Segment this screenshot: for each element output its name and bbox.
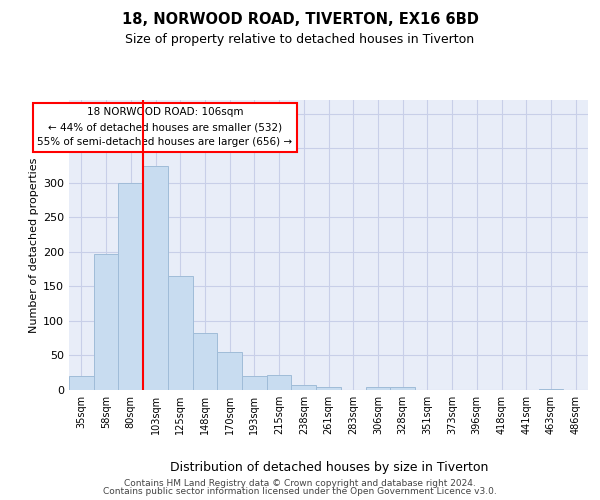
Y-axis label: Number of detached properties: Number of detached properties bbox=[29, 158, 39, 332]
Text: 18 NORWOOD ROAD: 106sqm
← 44% of detached houses are smaller (532)
55% of semi-d: 18 NORWOOD ROAD: 106sqm ← 44% of detache… bbox=[37, 108, 293, 147]
Bar bbox=[69, 376, 94, 390]
Bar bbox=[267, 375, 292, 390]
Bar bbox=[365, 386, 390, 390]
Text: Size of property relative to detached houses in Tiverton: Size of property relative to detached ho… bbox=[125, 32, 475, 46]
Bar bbox=[292, 385, 316, 390]
Text: 18, NORWOOD ROAD, TIVERTON, EX16 6BD: 18, NORWOOD ROAD, TIVERTON, EX16 6BD bbox=[122, 12, 478, 28]
Bar bbox=[143, 166, 168, 390]
Bar bbox=[168, 276, 193, 390]
Bar bbox=[316, 386, 341, 390]
Bar bbox=[217, 352, 242, 390]
Text: Contains HM Land Registry data © Crown copyright and database right 2024.: Contains HM Land Registry data © Crown c… bbox=[124, 478, 476, 488]
Bar bbox=[94, 254, 118, 390]
Bar bbox=[193, 334, 217, 390]
Bar bbox=[242, 376, 267, 390]
Bar bbox=[539, 388, 563, 390]
Text: Contains public sector information licensed under the Open Government Licence v3: Contains public sector information licen… bbox=[103, 488, 497, 496]
Text: Distribution of detached houses by size in Tiverton: Distribution of detached houses by size … bbox=[170, 461, 488, 474]
Bar bbox=[118, 183, 143, 390]
Bar bbox=[390, 386, 415, 390]
